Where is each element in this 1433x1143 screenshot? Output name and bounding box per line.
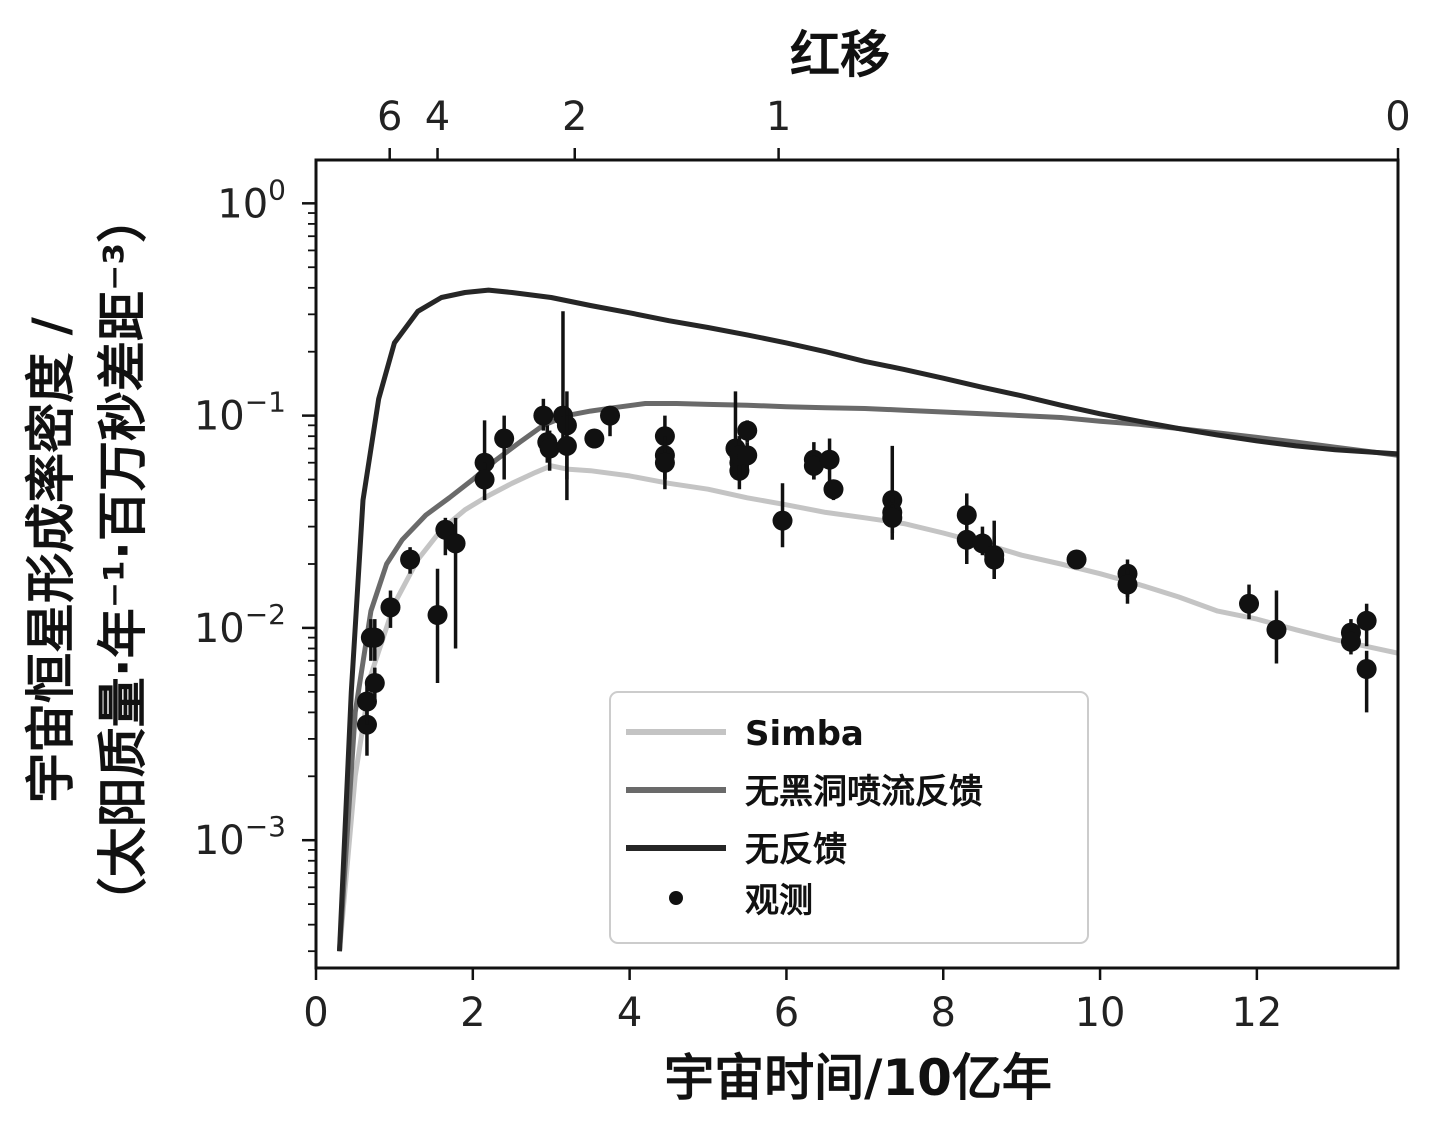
y-axis-title-line2: （太阳质量·年⁻¹·百万秒差距⁻³） (94, 193, 152, 928)
observation-point (1356, 659, 1377, 680)
observation-point (533, 405, 554, 426)
top-axis-title: 红移 (790, 26, 890, 84)
observation-point (380, 597, 401, 618)
y-tick-label: 10−3 (194, 810, 286, 864)
top-tick-label: 1 (766, 94, 791, 140)
observation-point (1117, 574, 1138, 595)
x-tick-label: 10 (1075, 990, 1126, 1036)
top-tick-label: 2 (562, 94, 587, 140)
observation-point (737, 420, 758, 441)
observation-point (435, 519, 456, 540)
observation-point (356, 691, 377, 712)
x-tick-label: 4 (617, 990, 642, 1036)
observation-point (1066, 549, 1087, 570)
observation-point (600, 405, 621, 426)
observations-layer (356, 311, 1377, 756)
x-axis-title: 宇宙时间/10亿年 (664, 1049, 1052, 1107)
observation-point (474, 469, 495, 490)
y-tick-label: 100 (217, 173, 286, 227)
observation-point (803, 455, 824, 476)
observation-point (956, 505, 977, 526)
y-tick-label: 10−1 (194, 386, 286, 440)
observation-point (427, 605, 448, 626)
observation-point (445, 533, 466, 554)
y-tick-label: 10−2 (194, 598, 286, 652)
y-axis-title-line1: 宇宙恒星形成率密度 / (22, 316, 80, 802)
legend-label-no-feedback: 无反馈 (745, 830, 847, 870)
top-tick-label: 6 (377, 94, 402, 140)
legend-label-no-jet: 无黑洞喷流反馈 (745, 772, 983, 812)
x-tick-label: 8 (931, 990, 956, 1036)
x-tick-label: 0 (303, 990, 328, 1036)
observation-point (654, 452, 675, 473)
observation-point (956, 529, 977, 550)
observation-point (1239, 593, 1260, 614)
legend: Simba 无黑洞喷流反馈 无反馈 观测 (609, 691, 1089, 944)
observation-point (984, 549, 1005, 570)
observation-point (364, 627, 385, 648)
observation-point (539, 438, 560, 459)
top-tick-label: 4 (425, 94, 450, 140)
observation-point (823, 479, 844, 500)
legend-label-observations: 观测 (745, 881, 813, 921)
y-axis-ticks: 10−3 10−2 10−1 100 (194, 173, 316, 953)
observation-point (1266, 619, 1287, 640)
x-axis-ticks: 0 2 4 6 8 10 12 (303, 968, 1282, 1036)
series-line-2 (337, 287, 1398, 952)
x-tick-label: 12 (1231, 990, 1282, 1036)
observation-point (1340, 631, 1361, 652)
observation-point (494, 428, 515, 449)
observation-point (819, 449, 840, 470)
legend-label-simba: Simba (745, 714, 864, 754)
observation-point (556, 435, 577, 456)
observation-point (1356, 610, 1377, 631)
observation-point (400, 549, 421, 570)
top-tick-label: 0 (1385, 94, 1410, 140)
observation-point (584, 428, 605, 449)
x-tick-label: 2 (460, 990, 485, 1036)
observation-point (737, 445, 758, 466)
legend-box (609, 691, 1089, 944)
observation-point (772, 510, 793, 531)
x-tick-label: 6 (774, 990, 799, 1036)
observation-point (364, 673, 385, 694)
legend-marker-observations (669, 891, 683, 905)
observation-point (882, 507, 903, 528)
